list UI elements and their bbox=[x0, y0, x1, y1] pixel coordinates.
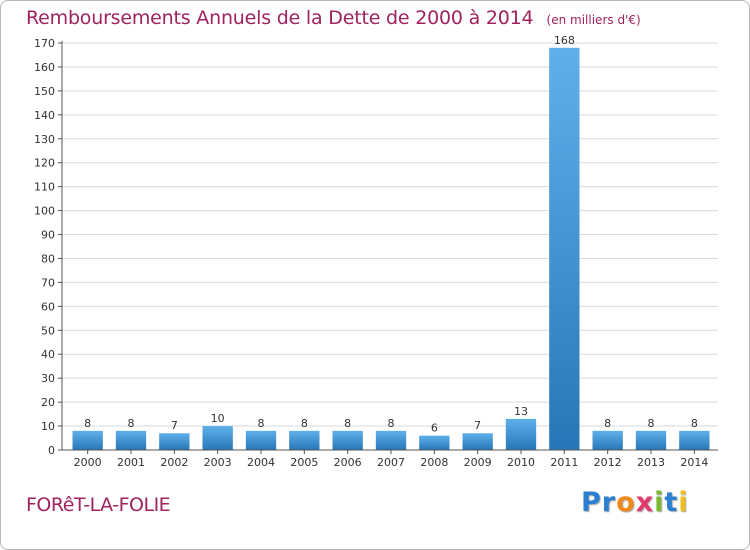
title-text: Remboursements Annuels de la Dette de 20… bbox=[26, 7, 534, 29]
bar bbox=[462, 433, 493, 450]
x-tick-label: 2013 bbox=[637, 456, 665, 469]
logo-letter: r bbox=[601, 487, 617, 518]
bar bbox=[159, 433, 190, 450]
data-label: 10 bbox=[211, 412, 225, 425]
y-tick-label: 70 bbox=[41, 276, 55, 289]
x-axis: 2000 2001 2002 2003 2004 2005 2006 2007 2008 2009… bbox=[62, 449, 718, 469]
logo-letter: t bbox=[664, 487, 679, 518]
y-axis: 0 10 20 30 40 50 60 70 80 90 100 110 120 130 140 150 160… bbox=[34, 37, 63, 457]
bar bbox=[635, 430, 667, 450]
x-tick-label: 2001 bbox=[117, 456, 145, 469]
bar bbox=[289, 430, 320, 450]
data-label: 8 bbox=[84, 417, 91, 430]
x-tick-label: 2002 bbox=[160, 456, 188, 469]
y-tick-label: 30 bbox=[41, 372, 55, 385]
logo-letter: P bbox=[581, 487, 602, 518]
data-label: 8 bbox=[388, 417, 395, 430]
x-tick-label: 2000 bbox=[74, 456, 102, 469]
y-tick-label: 0 bbox=[48, 444, 55, 457]
data-label: 8 bbox=[344, 417, 351, 430]
data-label: 7 bbox=[474, 419, 481, 432]
proxiti-logo: Proxiti bbox=[581, 487, 689, 518]
y-tick-label: 60 bbox=[41, 300, 55, 313]
bar bbox=[505, 418, 537, 450]
bar bbox=[115, 430, 147, 450]
x-tick-label: 2005 bbox=[290, 456, 318, 469]
data-label: 8 bbox=[648, 417, 655, 430]
y-tick-label: 10 bbox=[41, 420, 55, 433]
y-tick-label: 90 bbox=[41, 229, 55, 242]
data-label: 8 bbox=[258, 417, 265, 430]
y-tick-label: 80 bbox=[41, 252, 55, 265]
y-tick-label: 160 bbox=[34, 61, 55, 74]
y-tick-label: 40 bbox=[41, 348, 55, 361]
data-label: 6 bbox=[431, 422, 438, 435]
y-tick-label: 130 bbox=[34, 133, 55, 146]
x-tick-label: 2012 bbox=[594, 456, 622, 469]
bar bbox=[592, 430, 623, 450]
x-tick-label: 2009 bbox=[464, 456, 492, 469]
y-tick-label: 110 bbox=[34, 181, 55, 194]
bar bbox=[72, 430, 103, 450]
x-tick-label: 2004 bbox=[247, 456, 275, 469]
y-tick-label: 20 bbox=[41, 396, 55, 409]
bar bbox=[202, 426, 233, 450]
y-tick-label: 100 bbox=[34, 205, 55, 218]
x-tick-label: 2014 bbox=[680, 456, 708, 469]
bar bbox=[245, 430, 277, 450]
x-tick-label: 2007 bbox=[377, 456, 405, 469]
unit-text: (en milliers d'€) bbox=[546, 13, 641, 27]
logo-letter: x bbox=[635, 487, 655, 518]
data-label: 7 bbox=[171, 419, 178, 432]
x-tick-label: 2006 bbox=[334, 456, 362, 469]
grid-lines bbox=[62, 42, 718, 451]
bar bbox=[332, 430, 363, 450]
x-tick-label: 2011 bbox=[550, 456, 578, 469]
x-tick-label: 2008 bbox=[420, 456, 448, 469]
logo-letter: i bbox=[678, 487, 689, 518]
data-label: 8 bbox=[691, 417, 698, 430]
y-tick-label: 150 bbox=[34, 85, 55, 98]
town-name: FORêT-LA-FOLIE bbox=[26, 494, 171, 516]
y-tick-label: 140 bbox=[34, 109, 55, 122]
x-tick-label: 2003 bbox=[204, 456, 232, 469]
x-tick-label: 2010 bbox=[507, 456, 535, 469]
bar bbox=[419, 435, 450, 450]
bar bbox=[375, 430, 407, 450]
chart-title: Remboursements Annuels de la Dette de 20… bbox=[26, 7, 641, 29]
logo-letter: i bbox=[654, 487, 665, 518]
data-label: 8 bbox=[301, 417, 308, 430]
y-tick-label: 120 bbox=[34, 157, 55, 170]
bar bbox=[679, 430, 710, 450]
data-label: 8 bbox=[604, 417, 611, 430]
y-tick-label: 170 bbox=[34, 37, 55, 50]
data-label: 168 bbox=[554, 34, 575, 47]
bar bbox=[549, 47, 580, 450]
y-tick-label: 50 bbox=[41, 324, 55, 337]
logo-letter: o bbox=[616, 487, 636, 518]
data-label: 13 bbox=[514, 405, 528, 418]
data-label: 8 bbox=[128, 417, 135, 430]
